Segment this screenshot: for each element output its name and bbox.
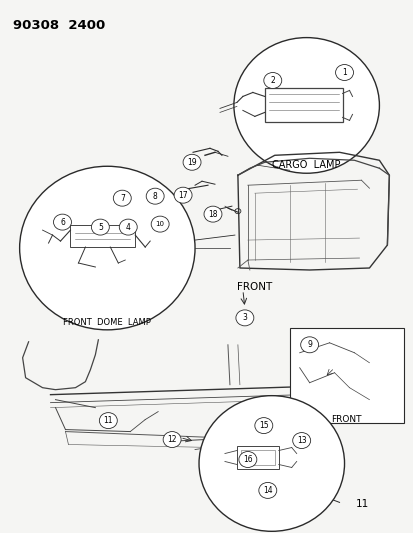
Bar: [70, 225, 135, 247]
Text: 4: 4: [126, 223, 131, 232]
Text: 15: 15: [259, 421, 268, 430]
Ellipse shape: [254, 417, 272, 433]
Text: 5: 5: [98, 223, 102, 232]
Text: 13: 13: [296, 436, 306, 445]
Text: 1: 1: [341, 68, 346, 77]
Ellipse shape: [258, 482, 276, 498]
Ellipse shape: [146, 188, 164, 204]
Bar: [264, 88, 342, 123]
Ellipse shape: [19, 166, 195, 330]
Text: 14: 14: [262, 486, 272, 495]
Text: 17: 17: [178, 191, 188, 200]
Text: 12: 12: [167, 435, 176, 444]
Text: FRONT: FRONT: [236, 282, 271, 292]
Text: 9: 9: [306, 340, 311, 349]
Ellipse shape: [99, 413, 117, 429]
Ellipse shape: [300, 337, 318, 353]
Text: 11: 11: [103, 416, 113, 425]
Ellipse shape: [199, 395, 344, 531]
Text: 11: 11: [355, 499, 368, 510]
Text: 6: 6: [60, 217, 65, 227]
Text: 90308  2400: 90308 2400: [13, 19, 104, 31]
Text: FRONT  DOME  LAMP: FRONT DOME LAMP: [63, 318, 151, 327]
Ellipse shape: [292, 433, 310, 449]
Ellipse shape: [91, 219, 109, 235]
Ellipse shape: [183, 154, 201, 170]
Ellipse shape: [233, 38, 378, 173]
Ellipse shape: [151, 216, 169, 232]
Ellipse shape: [113, 190, 131, 206]
Ellipse shape: [53, 214, 71, 230]
Text: 16: 16: [242, 455, 252, 464]
Bar: [240, 449, 274, 465]
Text: 2: 2: [270, 76, 275, 85]
Ellipse shape: [119, 219, 137, 235]
Ellipse shape: [163, 432, 180, 448]
Text: 10: 10: [155, 221, 164, 227]
Ellipse shape: [204, 206, 221, 222]
Ellipse shape: [235, 310, 253, 326]
Ellipse shape: [174, 187, 192, 203]
Text: FRONT: FRONT: [330, 415, 361, 424]
Text: 3: 3: [242, 313, 247, 322]
Ellipse shape: [238, 451, 256, 467]
Bar: [236, 446, 278, 470]
Text: 19: 19: [187, 158, 197, 167]
Text: 18: 18: [208, 209, 217, 219]
Text: CARGO  LAMP: CARGO LAMP: [272, 160, 340, 170]
Bar: [289, 328, 404, 423]
Text: 7: 7: [119, 193, 124, 203]
Text: 8: 8: [152, 192, 157, 201]
Ellipse shape: [263, 72, 281, 88]
Ellipse shape: [335, 64, 353, 80]
